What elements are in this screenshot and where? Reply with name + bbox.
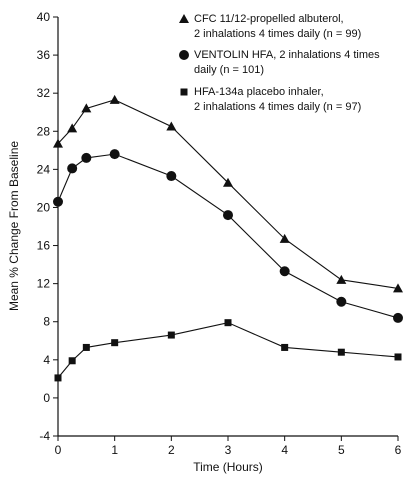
y-ticks: -4 0 4 8 12 16 20 24 28 32 36 40	[37, 10, 58, 443]
data-point-placebo	[337, 348, 345, 356]
x-ticks: 0 1 2 3 4 5 6	[55, 436, 402, 457]
x-tick-label: 4	[281, 443, 288, 457]
y-tick-label: 4	[43, 353, 50, 367]
y-tick-label: 16	[37, 239, 51, 253]
x-tick-label: 3	[225, 443, 232, 457]
legend-label-line2: 2 inhalations 4 times daily (n = 97)	[194, 101, 361, 113]
data-point-cfc-albuterol	[53, 138, 63, 148]
data-point-placebo	[167, 331, 175, 339]
axes	[57, 17, 398, 437]
y-axis-title: Mean % Change From Baseline	[7, 141, 21, 311]
series-cfc-albuterol	[53, 94, 403, 293]
y-tick-label: 12	[37, 277, 51, 291]
legend-marker-cfc-albuterol	[179, 14, 189, 23]
data-point-cfc-albuterol	[279, 233, 290, 243]
x-axis-title: Time (Hours)	[193, 460, 263, 474]
data-point-placebo	[54, 374, 62, 382]
x-tick-label: 6	[395, 443, 402, 457]
data-point-ventolin-hfa	[279, 266, 290, 277]
data-point-ventolin-hfa	[53, 196, 63, 207]
data-point-ventolin-hfa	[109, 149, 120, 160]
data-point-placebo	[281, 343, 289, 351]
series-placebo	[54, 319, 402, 382]
data-point-cfc-albuterol	[166, 121, 177, 131]
x-tick-label: 2	[168, 443, 175, 457]
legend-label: VENTOLIN HFA, 2 inhalations 4 times	[194, 49, 380, 61]
data-point-cfc-albuterol	[393, 283, 403, 293]
data-point-ventolin-hfa	[223, 210, 233, 221]
data-point-placebo	[68, 357, 76, 365]
data-point-placebo	[111, 339, 119, 347]
legend-label-line2: 2 inhalations 4 times daily (n = 99)	[194, 28, 361, 40]
y-tick-label: -4	[39, 429, 50, 443]
data-point-cfc-albuterol	[67, 123, 78, 133]
y-tick-label: 0	[43, 391, 50, 405]
legend-label: HFA-134a placebo inhaler,	[194, 86, 324, 98]
y-tick-label: 8	[43, 315, 50, 329]
data-point-ventolin-hfa	[393, 312, 403, 323]
series-ventolin-hfa	[53, 149, 403, 323]
legend-label: CFC 11/12-propelled albuterol,	[194, 13, 344, 25]
y-tick-label: 24	[37, 162, 51, 176]
y-tick-label: 28	[37, 124, 51, 138]
data-point-cfc-albuterol	[81, 103, 92, 113]
series-line-cfc-albuterol	[57, 99, 399, 289]
data-point-placebo	[82, 343, 90, 351]
x-tick-label: 1	[111, 443, 118, 457]
x-tick-label: 0	[55, 443, 62, 457]
data-point-cfc-albuterol	[336, 274, 347, 284]
data-point-placebo	[394, 353, 402, 361]
data-point-ventolin-hfa	[67, 163, 78, 174]
data-point-ventolin-hfa	[336, 296, 347, 307]
data-point-cfc-albuterol	[109, 94, 120, 104]
x-tick-label: 5	[338, 443, 345, 457]
legend-marker-placebo	[180, 88, 188, 96]
y-tick-label: 36	[37, 48, 51, 62]
y-tick-label: 40	[37, 10, 51, 24]
legend-label-line2: daily (n = 101)	[194, 64, 264, 76]
data-point-ventolin-hfa	[166, 171, 177, 182]
y-tick-label: 20	[37, 200, 51, 214]
legend: CFC 11/12-propelled albuterol, 2 inhalati…	[179, 13, 380, 113]
data-point-placebo	[224, 319, 232, 327]
series-line-placebo	[57, 322, 399, 379]
data-point-ventolin-hfa	[81, 152, 92, 163]
series-layer	[53, 94, 403, 382]
data-point-cfc-albuterol	[223, 177, 233, 187]
legend-marker-ventolin-hfa	[179, 50, 189, 60]
y-tick-label: 32	[37, 86, 51, 100]
